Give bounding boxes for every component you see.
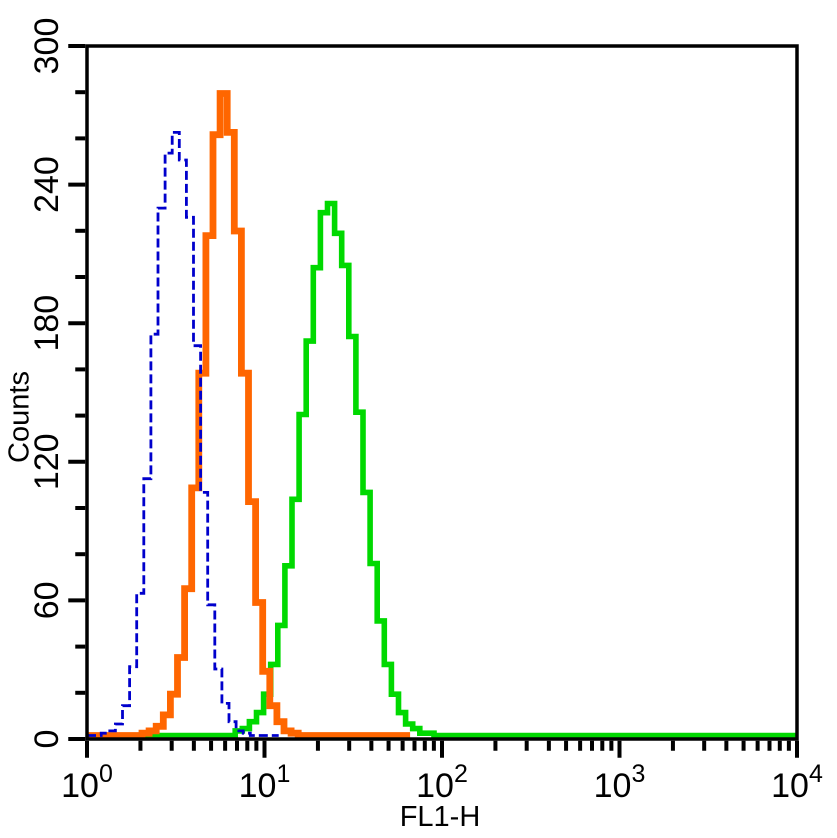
y-tick-label: 180 (28, 295, 66, 352)
y-tick-label: 120 (28, 433, 66, 490)
x-axis-ticks: 100 101 102 103 104 (61, 740, 823, 805)
plot-frame (85, 44, 799, 741)
y-tick-label: 240 (28, 156, 66, 213)
series-layer (87, 90, 797, 739)
y-axis-ticks: 0 60 120 180 240 300 (28, 18, 86, 749)
y-axis-title: Counts (3, 371, 36, 463)
x-tick-label: 100 (61, 760, 113, 805)
x-tick-label: 103 (594, 760, 646, 805)
series-orange (87, 90, 411, 739)
series-green (87, 200, 797, 739)
x-tick-label: 104 (771, 760, 823, 805)
series-blue-dashed (87, 131, 279, 737)
y-tick-label: 0 (28, 730, 66, 749)
x-tick-label: 102 (416, 760, 468, 805)
x-axis-title: FL1-H (399, 801, 481, 833)
x-tick-label: 101 (239, 760, 291, 805)
y-tick-label: 60 (28, 581, 66, 619)
y-tick-label: 300 (28, 18, 66, 75)
